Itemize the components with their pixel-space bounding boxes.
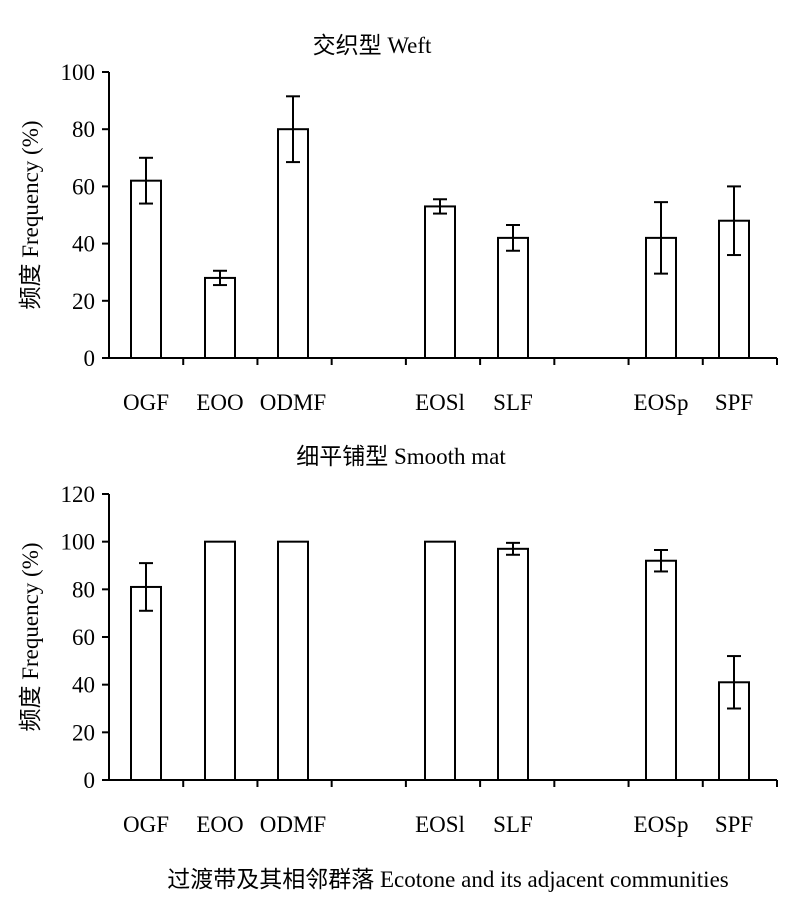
y-tick-label: 20 xyxy=(72,289,95,314)
bar-ogf xyxy=(130,179,162,359)
y-tick-label: 40 xyxy=(72,232,95,257)
x-tick-label: OGF xyxy=(123,812,169,837)
bar-ogf xyxy=(130,585,162,782)
x-tick-label: SLF xyxy=(493,812,533,837)
x-tick-label: EOSl xyxy=(415,812,465,837)
x-tick-label: EOO xyxy=(196,812,243,837)
bar-odmf xyxy=(277,540,309,782)
chart-title: 交织型 Weft xyxy=(313,33,432,58)
chart-panel-1: 交织型 Weft 频度 Frequency (%) 0 20 40 60 80 100 OGF E… xyxy=(18,33,778,415)
x-tick-label: EOSp xyxy=(634,390,689,415)
bar-eoo xyxy=(204,540,236,782)
x-tick-label: SPF xyxy=(715,812,753,837)
y-tick-label: 0 xyxy=(84,768,96,793)
y-tick-label: 0 xyxy=(84,346,96,371)
bar-eosl xyxy=(424,205,456,359)
y-tick-label: 60 xyxy=(72,174,95,199)
bar-eoo xyxy=(204,276,236,360)
x-tick-label: EOSl xyxy=(415,390,465,415)
x-tick-label: ODMF xyxy=(260,390,326,415)
y-axis-label: 频度 Frequency (%) xyxy=(18,542,43,731)
chart-panel-2: 细平铺型 Smooth mat 频度 Frequency (%) 0 20 40 60 80… xyxy=(18,444,778,892)
x-axis-label: 过渡带及其相邻群落 Ecotone and its adjacent commu… xyxy=(167,867,729,892)
y-tick-label: 100 xyxy=(61,530,96,555)
x-tick-label: OGF xyxy=(123,390,169,415)
bar-odmf xyxy=(277,128,309,359)
x-tick-label: SLF xyxy=(493,390,533,415)
y-tick-label: 80 xyxy=(72,117,95,142)
bar-eosl xyxy=(424,540,456,782)
chart-title: 细平铺型 Smooth mat xyxy=(296,444,506,469)
bar-eosp xyxy=(645,559,677,781)
x-tick-label: EOSp xyxy=(634,812,689,837)
y-tick-label: 40 xyxy=(72,673,95,698)
y-tick-label: 80 xyxy=(72,577,95,602)
x-tick-label: SPF xyxy=(715,390,753,415)
y-tick-label: 120 xyxy=(61,482,96,507)
y-axis-label: 频度 Frequency (%) xyxy=(18,120,43,309)
x-tick-label: EOO xyxy=(196,390,243,415)
bar-slf xyxy=(497,236,529,360)
y-tick-label: 100 xyxy=(61,60,96,85)
y-tick-label: 20 xyxy=(72,720,95,745)
bar-slf xyxy=(497,547,529,781)
x-tick-label: ODMF xyxy=(260,812,326,837)
y-tick-label: 60 xyxy=(72,625,95,650)
